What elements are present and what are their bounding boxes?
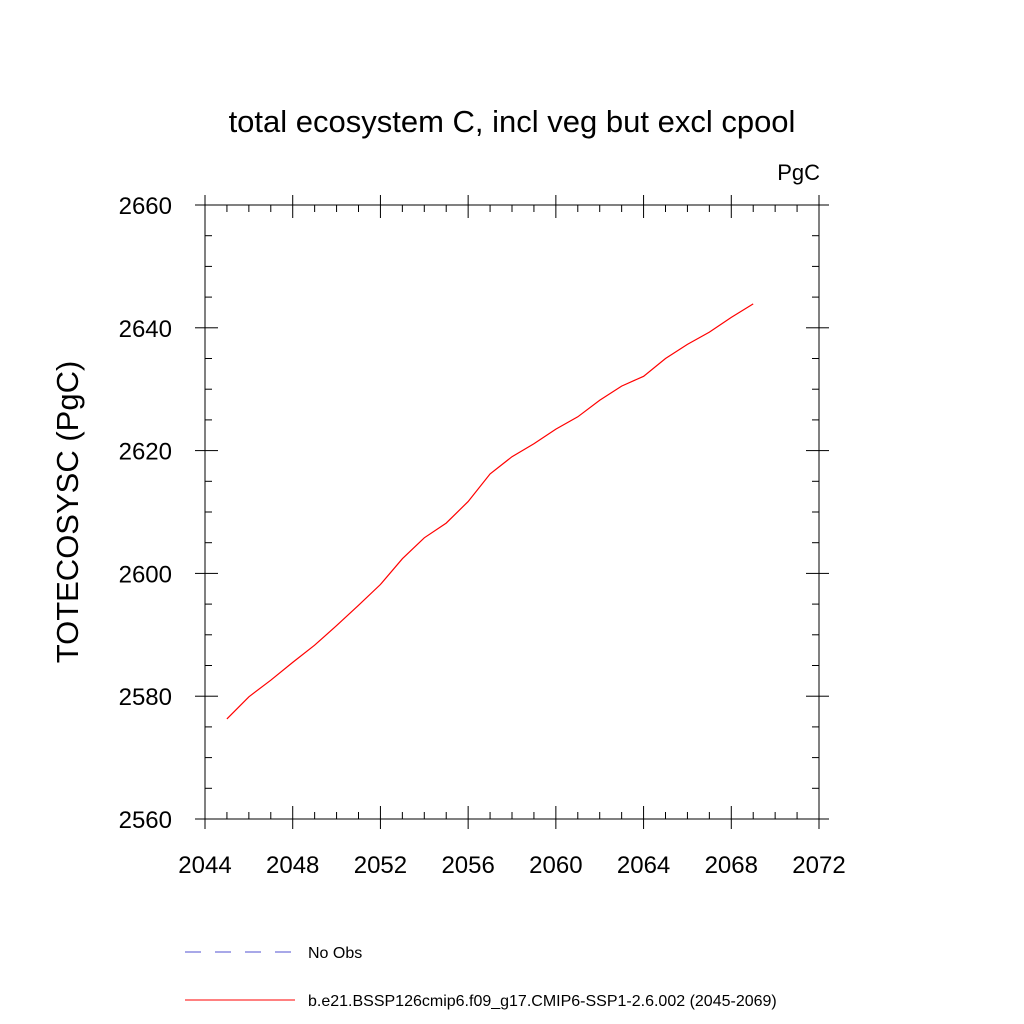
- plot-frame: [204, 204, 820, 820]
- series-line: [226, 303, 754, 720]
- legend-label: b.e21.BSSP126cmip6.f09_g17.CMIP6-SSP1-2.…: [308, 993, 777, 1010]
- legend: No Obs b.e21.BSSP126cmip6.f09_g17.CMIP6-S…: [185, 945, 777, 1010]
- axis-tick-labels: 2560 2580 2600 2620 2640 2660 2044 2048 2052 2056…: [119, 193, 846, 879]
- x-tick-label: 2056: [441, 852, 494, 879]
- y-tick-label: 2640: [119, 316, 172, 343]
- x-tick-label: 2044: [178, 852, 231, 879]
- chart-title: total ecosystem C, incl veg but excl cpo…: [229, 104, 796, 139]
- legend-label: No Obs: [308, 945, 362, 962]
- units-label: PgC: [777, 160, 820, 185]
- x-tick-label: 2060: [529, 852, 582, 879]
- x-tick-label: 2048: [266, 852, 319, 879]
- axis-ticks: [195, 195, 829, 829]
- y-tick-label: 2560: [119, 807, 172, 834]
- x-tick-label: 2068: [705, 852, 758, 879]
- y-axis-label: TOTECOSYSC (PgC): [50, 361, 85, 664]
- x-tick-label: 2052: [354, 852, 407, 879]
- y-tick-label: 2620: [119, 439, 172, 466]
- y-tick-label: 2580: [119, 684, 172, 711]
- x-tick-label: 2064: [617, 852, 670, 879]
- y-tick-label: 2600: [119, 561, 172, 588]
- x-tick-label: 2072: [792, 852, 845, 879]
- y-tick-label: 2660: [119, 193, 172, 220]
- data-series: [226, 303, 754, 720]
